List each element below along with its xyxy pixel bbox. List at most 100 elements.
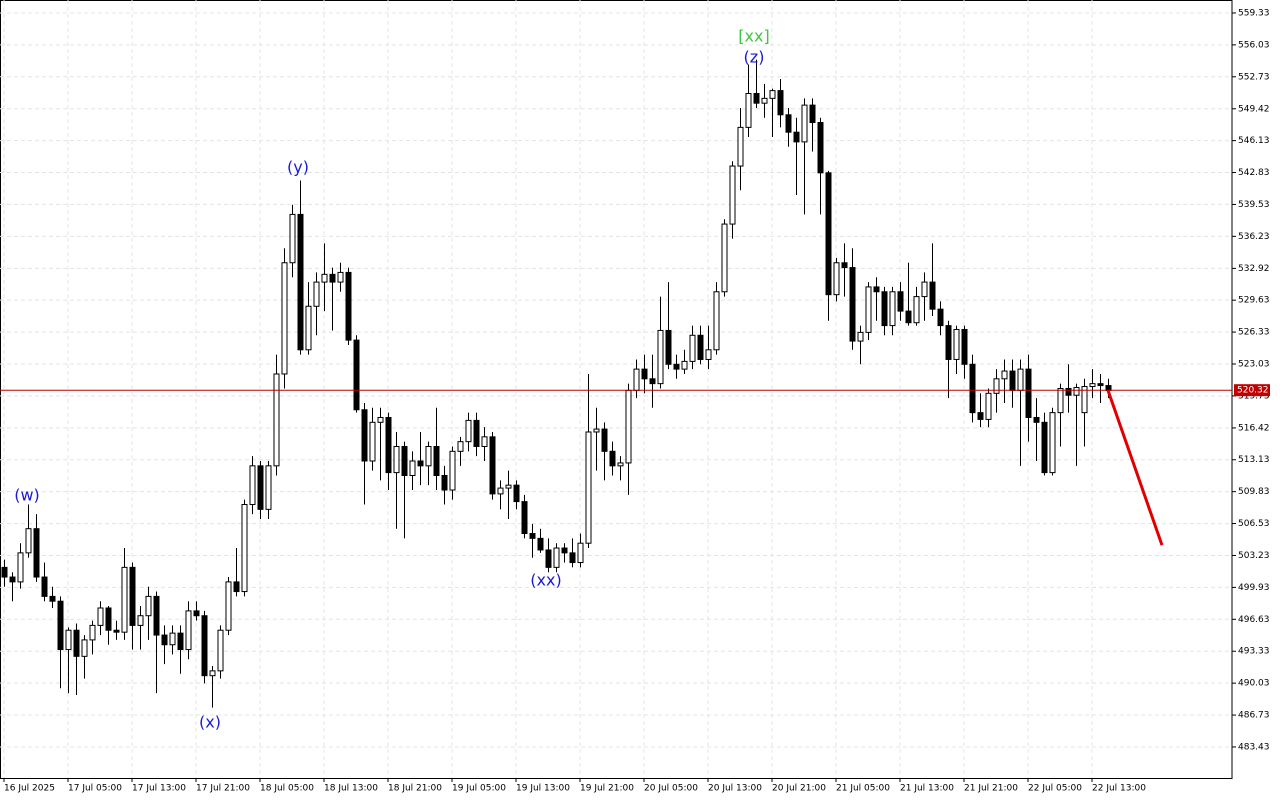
x-tick-label: 20 Jul 05:00 [644,784,698,794]
candle-body [385,416,392,474]
candle-body [585,431,592,544]
candle-body [657,329,664,385]
y-tick-label: 513.13 [1238,455,1270,465]
candle-body [105,607,112,631]
candle-body [937,308,944,327]
price-label: 520.32 [1237,386,1269,396]
candle-body [673,363,680,370]
candle-body [705,349,712,360]
candle-body [713,291,720,351]
wave-label: (z) [744,48,765,67]
candle-body [441,475,448,491]
candle-body [505,484,512,489]
y-tick-label: 493.33 [1238,647,1270,657]
candle-body [89,624,96,641]
y-tick-label: 542.83 [1238,168,1270,178]
candle-body [401,445,408,477]
candle-body [729,165,736,225]
candle-body [665,329,672,365]
candle-body [1049,412,1056,474]
candle-body [1097,383,1104,387]
candle-body [1009,370,1016,391]
candle-body [25,528,32,554]
candle-body [577,542,584,564]
candle-body [817,122,824,174]
candle-body [1025,368,1032,418]
y-tick-label: 506.53 [1238,519,1270,529]
candle-body [49,595,56,602]
candle-body [113,629,120,633]
x-tick-label: 17 Jul 05:00 [68,784,122,794]
y-tick-label: 496.63 [1238,615,1270,625]
candle-body [185,610,192,651]
candle-body [593,428,600,433]
candle-body [625,389,632,464]
x-tick-label: 19 Jul 05:00 [452,784,506,794]
candle-body [649,378,656,385]
y-tick-label: 490.03 [1238,679,1270,689]
candle-body [521,501,528,535]
candle-body [217,629,224,672]
x-tick-label: 18 Jul 21:00 [388,784,442,794]
candle-body [1065,387,1072,396]
candle-body [777,90,784,116]
y-tick-label: 516.42 [1238,423,1270,433]
candle-body [241,504,248,593]
candle-body [753,93,760,104]
candle-body [209,670,216,677]
x-tick-label: 20 Jul 13:00 [708,784,762,794]
candle-body [689,334,696,362]
candle-body [313,281,320,307]
candle-body [537,537,544,551]
candle-body [409,460,416,477]
candle-body [801,104,808,143]
candle-body [865,286,872,333]
y-tick-label: 556.03 [1238,40,1270,50]
forecast-line [1106,389,1164,546]
candle-body [553,547,560,568]
candle-body [433,445,440,477]
x-tick-label: 16 Jul 2025 [4,784,55,794]
candle-body [97,607,104,626]
candle-body [81,639,88,657]
candle-body [617,462,624,467]
candle-body [65,629,72,651]
candle-body [273,373,280,467]
candle-body [609,450,616,467]
candle-body [305,305,312,351]
candle-body [17,552,24,583]
candle-body [497,487,504,495]
candle-body [601,428,608,452]
y-tick-label: 532.92 [1238,264,1270,274]
candle-body [449,450,456,491]
candle-body [193,610,200,617]
candle-body [249,465,256,506]
candle-body [145,595,152,617]
candle-body [745,93,752,128]
candle-body [545,549,552,568]
candle-body [153,595,160,636]
candle-body [681,360,688,370]
candle-body [257,465,264,510]
candle-body [561,547,568,554]
candle-body [1041,421,1048,474]
candle-body [393,445,400,474]
candle-body [529,533,536,539]
candle-body [1073,387,1080,396]
candle-body [721,223,728,293]
candle-body [737,126,744,167]
price-label-box [1234,384,1270,397]
candle-body [785,114,792,133]
candle-body [857,331,864,342]
x-tick-label: 17 Jul 21:00 [196,784,250,794]
candle-body [137,615,144,626]
candle-body [633,368,640,391]
candle-body [1,566,8,578]
x-tick-label: 20 Jul 21:00 [772,784,826,794]
candle-body [905,310,912,324]
wave-label: (x) [199,713,221,732]
candle-body [425,445,432,467]
candle-body [825,172,832,296]
y-tick-label: 523.03 [1238,360,1270,370]
